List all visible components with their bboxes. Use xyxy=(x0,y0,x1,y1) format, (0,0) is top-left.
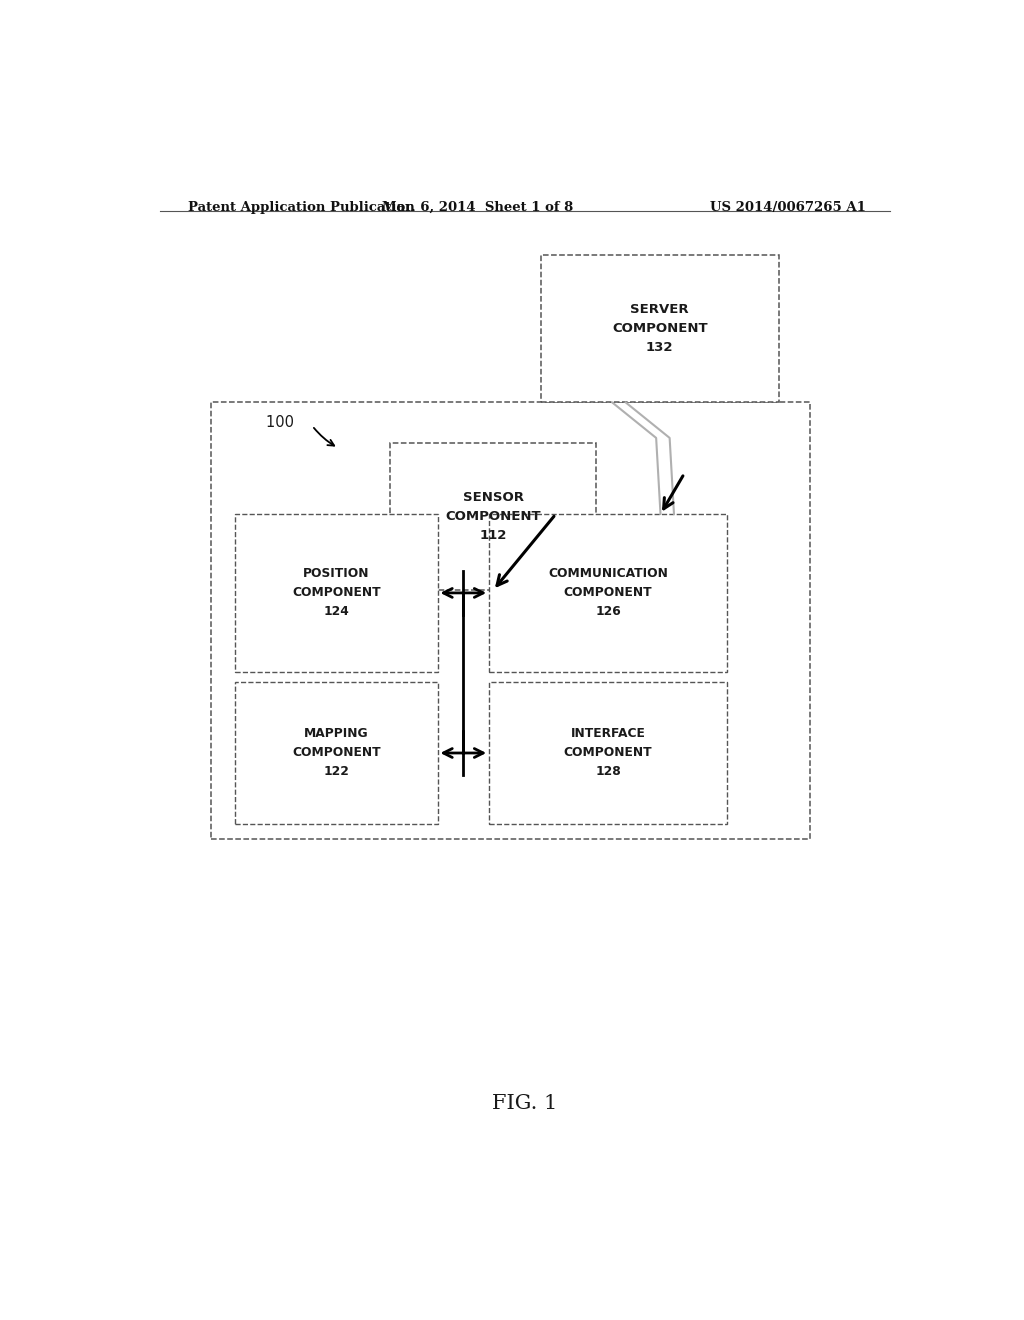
Bar xyxy=(489,513,727,672)
Text: MAPPING
COMPONENT
122: MAPPING COMPONENT 122 xyxy=(292,727,381,779)
Bar xyxy=(211,403,811,840)
Text: POSITION
COMPONENT
124: POSITION COMPONENT 124 xyxy=(292,568,381,618)
Text: COMMUNICATION
COMPONENT
126: COMMUNICATION COMPONENT 126 xyxy=(548,568,668,618)
Bar xyxy=(489,682,727,824)
Text: Patent Application Publication: Patent Application Publication xyxy=(187,201,415,214)
Text: 100: 100 xyxy=(266,416,299,430)
Bar xyxy=(236,682,437,824)
Text: Mar. 6, 2014  Sheet 1 of 8: Mar. 6, 2014 Sheet 1 of 8 xyxy=(382,201,572,214)
Text: US 2014/0067265 A1: US 2014/0067265 A1 xyxy=(711,201,866,214)
Text: SENSOR
COMPONENT
112: SENSOR COMPONENT 112 xyxy=(445,491,541,543)
Text: SERVER
COMPONENT
132: SERVER COMPONENT 132 xyxy=(612,304,708,354)
Bar xyxy=(236,513,437,672)
Text: FIG. 1: FIG. 1 xyxy=(493,1094,557,1113)
Bar xyxy=(541,255,779,403)
Bar xyxy=(390,444,596,590)
Text: INTERFACE
COMPONENT
128: INTERFACE COMPONENT 128 xyxy=(564,727,652,779)
